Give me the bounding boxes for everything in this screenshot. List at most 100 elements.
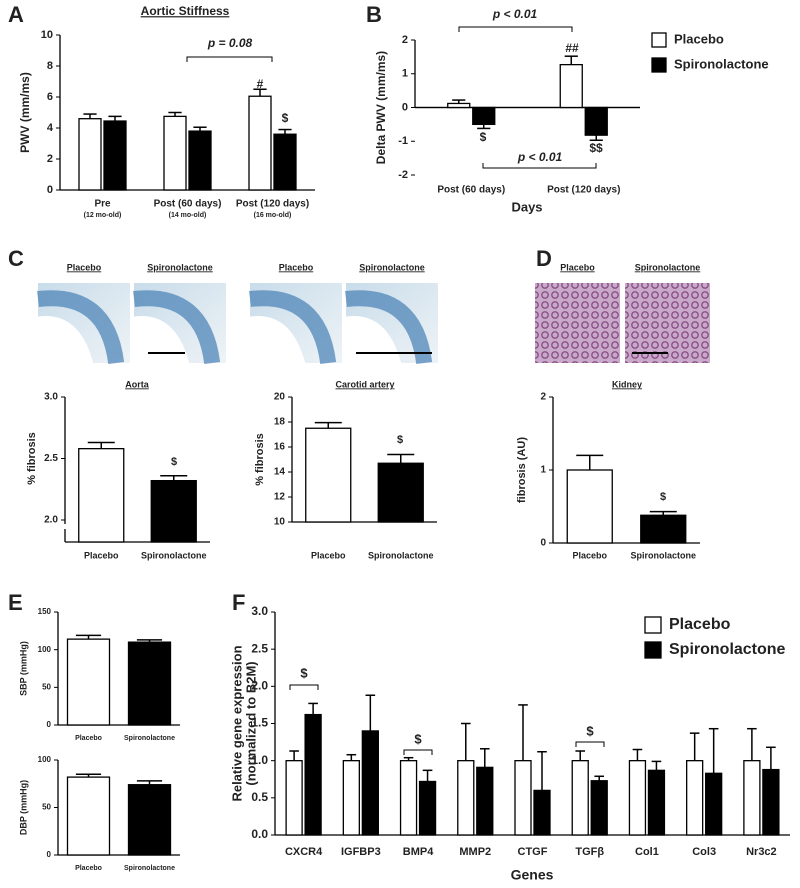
error-bar <box>708 727 719 774</box>
bar <box>647 769 666 836</box>
error-bar <box>594 775 605 781</box>
annotation: $$ <box>589 141 603 155</box>
x-tick-label: Placebo <box>75 865 102 872</box>
bracket <box>482 163 597 169</box>
x-tick-sublabel: (12 mo-old) <box>84 212 122 219</box>
x-tick-sublabel: (14 mo-old) <box>169 212 207 219</box>
y-tick-label: 3.0 <box>44 392 58 403</box>
lumen <box>346 316 402 363</box>
bar <box>273 133 297 191</box>
x-tick-label: Spironolactone <box>124 735 175 742</box>
y-axis-label: PWV (mm/ms) <box>18 72 32 153</box>
bar <box>78 118 102 191</box>
x-tick-label: Pre <box>94 199 111 210</box>
bar <box>66 638 111 726</box>
x-tick-label: Post (120 days) <box>547 185 620 196</box>
error-bar <box>452 99 466 104</box>
y-tick-label: 100 <box>38 645 52 654</box>
bar <box>762 768 780 836</box>
x-tick-label: Post (60 days) <box>154 199 222 210</box>
y-tick-label: 1.5 <box>251 716 268 730</box>
error-bar <box>108 115 122 122</box>
bar <box>248 95 272 191</box>
legend-label: Placebo <box>674 31 724 46</box>
vessel-wall <box>249 290 337 365</box>
x-axis-label: Genes <box>511 867 554 883</box>
error-bar <box>632 748 643 761</box>
x-tick-label: Spironolactone <box>630 550 696 560</box>
x-tick-label: Placebo <box>311 550 346 560</box>
image-label: Spironolactone <box>635 262 701 272</box>
error-bar <box>649 510 677 516</box>
panel-letter: B <box>366 2 382 27</box>
error-bar <box>422 769 433 782</box>
y-axis-label: DBP (mmHg) <box>18 780 28 835</box>
y-axis-label: fibrosis (AU) <box>516 437 528 503</box>
annotation: $ <box>586 723 594 738</box>
y-tick-label: 0 <box>47 184 53 196</box>
x-tick-label: Spironolactone <box>124 865 175 872</box>
bracket <box>575 741 605 747</box>
bar <box>304 713 322 836</box>
bracket <box>186 56 273 62</box>
lumen <box>134 316 190 363</box>
y-tick-label: 50 <box>42 682 51 691</box>
x-tick-label: Col1 <box>635 846 659 858</box>
image-label: Placebo <box>67 262 102 272</box>
y-tick-label: 1 <box>540 465 546 476</box>
y-tick-label: 1 <box>402 68 408 80</box>
legend-swatch <box>651 57 667 73</box>
bar <box>559 63 583 109</box>
y-tick-label: 14 <box>274 467 286 478</box>
y-tick-label: 16 <box>274 442 286 453</box>
y-tick-label: -2 <box>398 169 408 181</box>
image-label: Spironolactone <box>359 262 425 272</box>
error-bar <box>87 441 115 449</box>
bar <box>566 469 613 544</box>
bar <box>78 448 125 543</box>
y-tick-label: 6 <box>47 91 53 103</box>
error-bar <box>136 780 163 785</box>
bar <box>705 772 723 836</box>
bar <box>571 760 589 836</box>
legend-label: Placebo <box>669 616 731 633</box>
y-tick-label: 150 <box>38 607 52 616</box>
bar <box>640 514 687 544</box>
y-tick-label: 0.0 <box>251 827 268 841</box>
axis-break <box>59 524 210 529</box>
bar <box>457 760 475 836</box>
annotation: $ <box>300 665 308 680</box>
bar <box>514 760 532 836</box>
annotation: $ <box>282 111 289 125</box>
x-tick-label: BMP4 <box>403 846 434 858</box>
panel-letter: E <box>8 590 23 615</box>
y-tick-label: 12 <box>274 492 286 503</box>
error-bar <box>479 748 490 768</box>
bar <box>66 776 111 856</box>
y-tick-label: 4 <box>47 122 54 134</box>
y-tick-label: 2.0 <box>251 679 268 693</box>
y-tick-label: 0 <box>47 850 52 859</box>
bracket <box>289 684 319 690</box>
bracket <box>403 749 433 755</box>
bar <box>476 766 494 836</box>
bar <box>342 760 360 836</box>
error-bar <box>403 756 414 761</box>
legend-label: Spironolactone <box>674 56 769 71</box>
bar <box>305 427 352 523</box>
annotation: # <box>257 77 264 91</box>
y-axis-label: Relative gene expression <box>229 645 244 801</box>
image-label: Spironolactone <box>147 262 213 272</box>
annotation: $ <box>397 434 403 446</box>
y-axis-label: % fibrosis <box>254 433 266 486</box>
bar <box>150 479 197 543</box>
bar <box>418 780 437 836</box>
x-tick-label: MMP2 <box>459 846 491 858</box>
bar <box>533 789 551 836</box>
x-tick-label: CTGF <box>518 846 548 858</box>
error-bar <box>387 453 415 464</box>
x-tick-label: Spironolactone <box>141 550 207 560</box>
annotation: $ <box>414 731 422 746</box>
vessel-wall <box>345 290 433 365</box>
